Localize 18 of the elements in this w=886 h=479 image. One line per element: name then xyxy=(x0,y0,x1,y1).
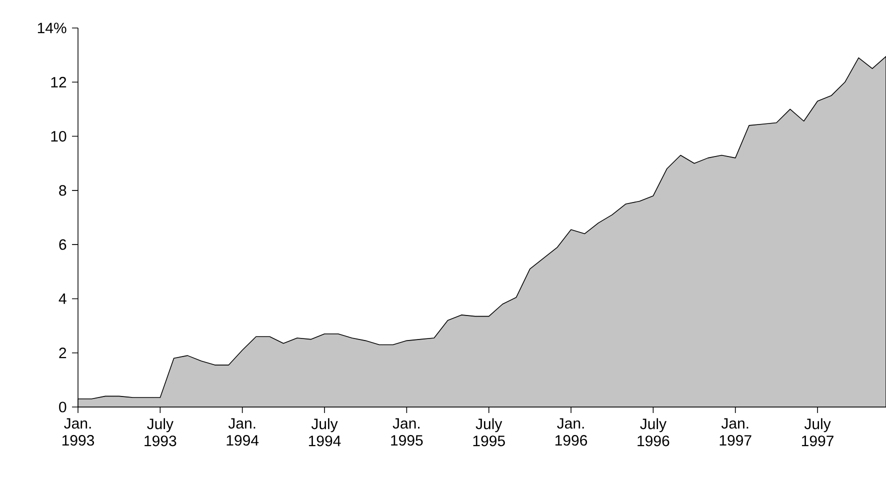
x-tick-label: July 1995 xyxy=(473,418,505,446)
x-tick-label: July 1993 xyxy=(144,418,176,446)
x-tick-label: July 1997 xyxy=(802,418,834,446)
y-tick-label: 14% xyxy=(38,22,66,34)
y-tick-label: 10 xyxy=(51,130,66,142)
y-tick-label: 4 xyxy=(58,294,66,304)
x-tick-label: July 1996 xyxy=(638,418,670,446)
y-tick-label: 6 xyxy=(59,239,66,250)
x-tick-label: July 1994 xyxy=(308,418,341,446)
y-tick-label: 8 xyxy=(59,185,66,196)
x-tick-label: Jan. 1995 xyxy=(391,418,423,446)
x-tick-label: Jan. 1996 xyxy=(555,418,588,446)
y-tick-label: 0 xyxy=(59,402,66,412)
x-tick-label: Jan. 1997 xyxy=(720,418,752,446)
y-tick-label: 2 xyxy=(59,348,66,358)
y-tick-label: 12 xyxy=(51,76,66,88)
x-tick-label: Jan. 1993 xyxy=(62,418,94,446)
x-tick-label: Jan. 1994 xyxy=(226,418,259,446)
